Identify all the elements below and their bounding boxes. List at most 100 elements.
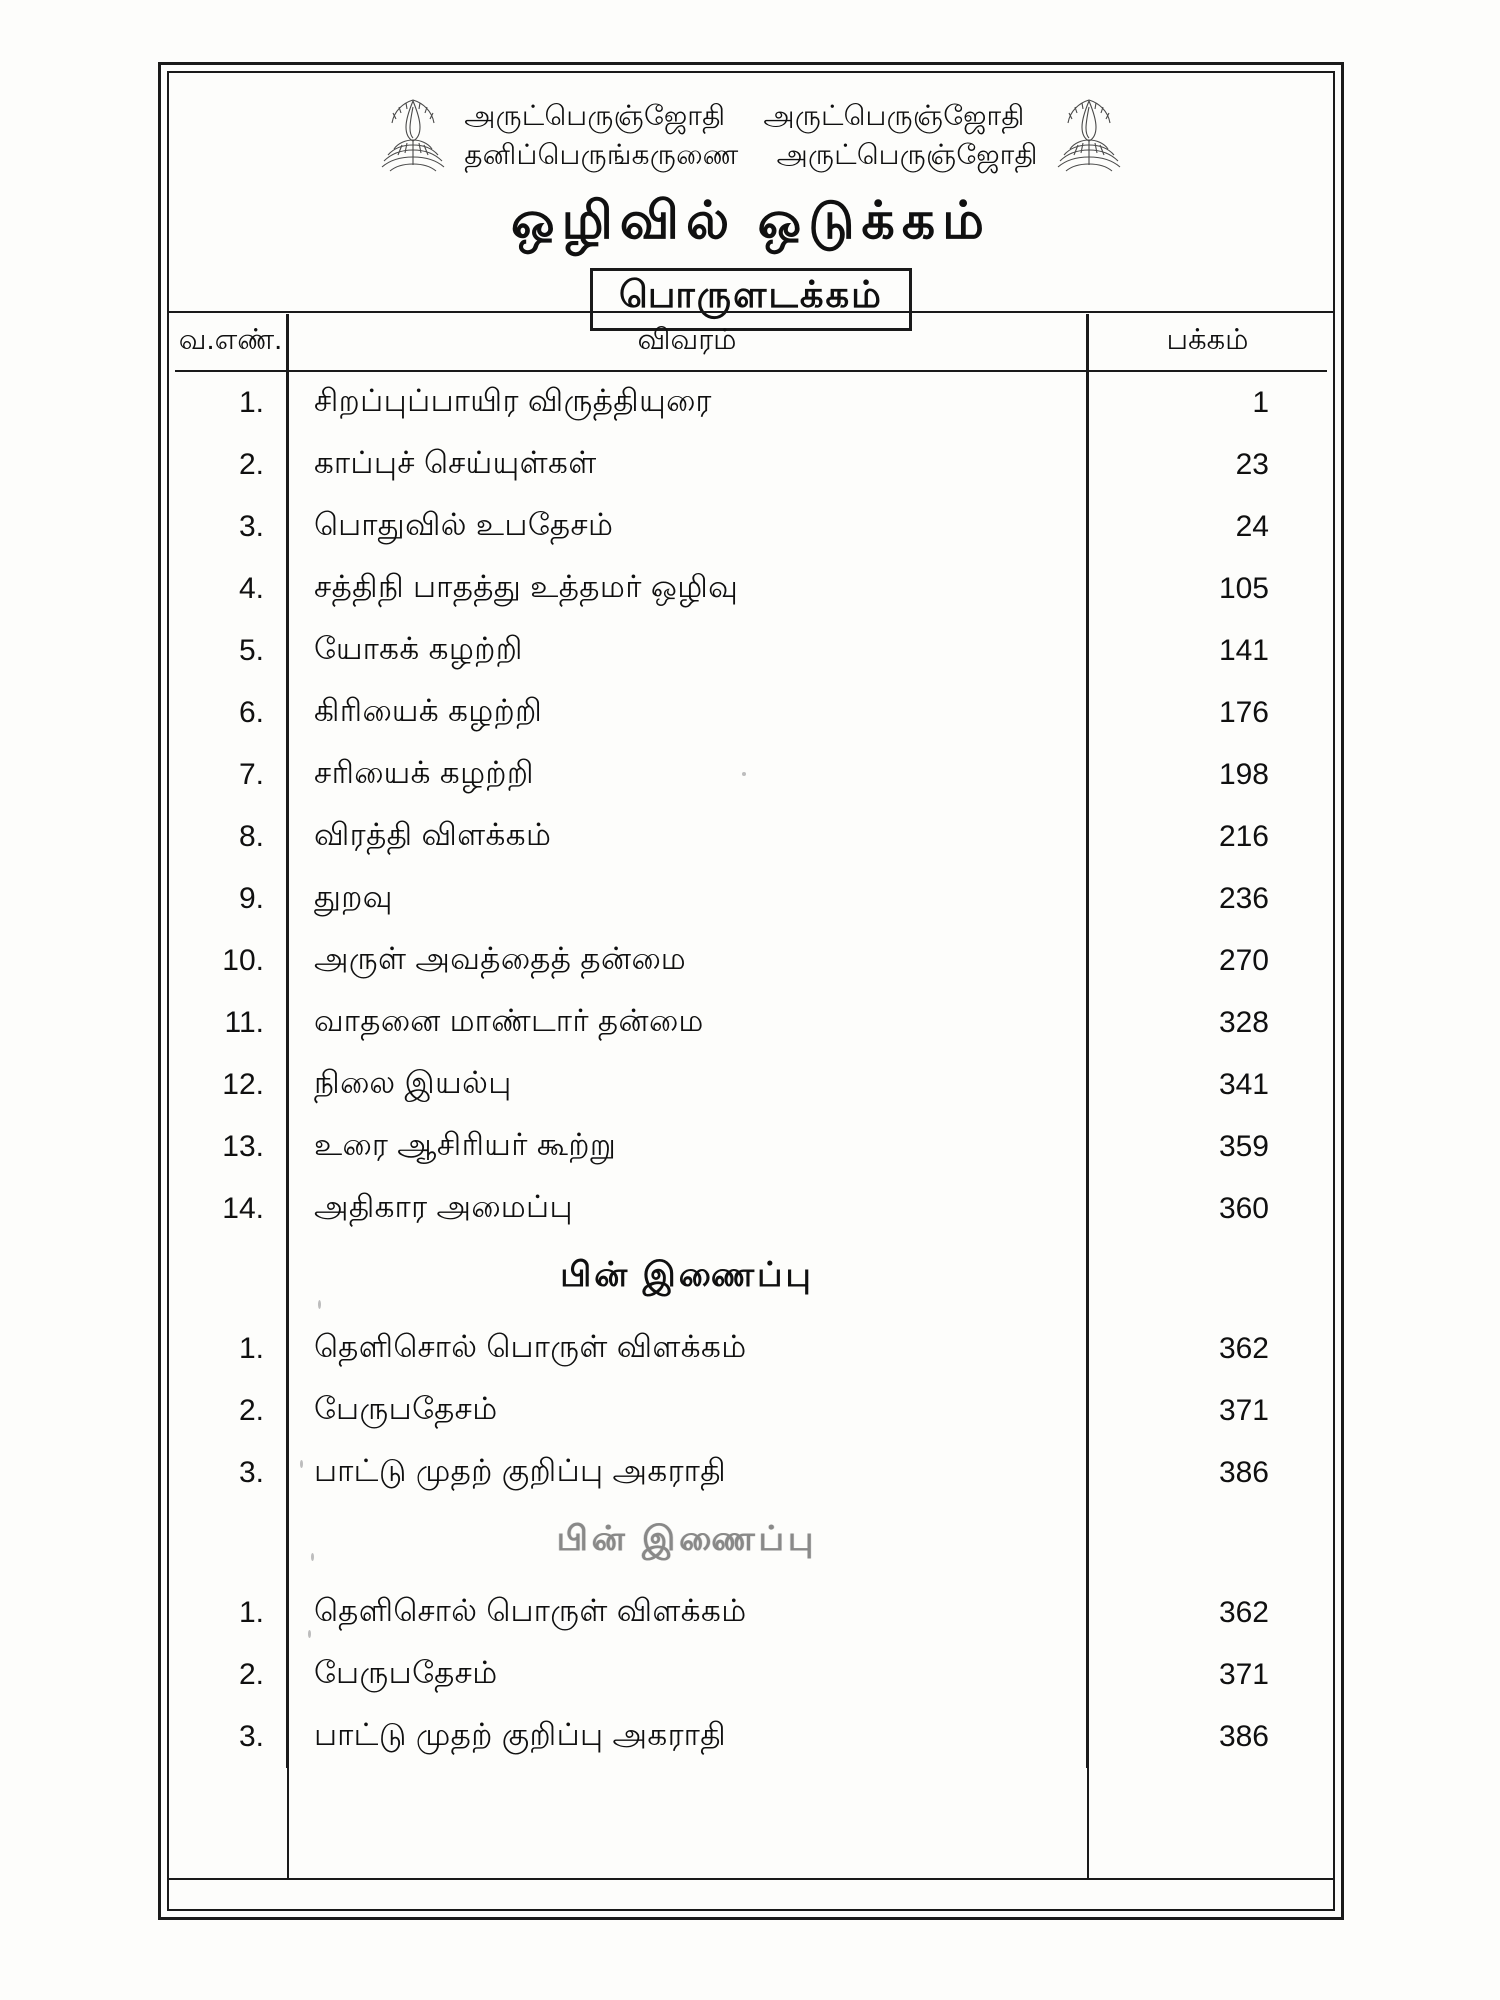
row-description: பாட்டு முதற் குறிப்பு அகராதி xyxy=(287,1442,1088,1504)
row-page-number: 236 xyxy=(1218,882,1269,915)
scan-artifact xyxy=(300,1460,303,1468)
invocation-row: அருட்பெருஞ்ஜோதி அருட்பெருஞ்ஜோதி தனிப்பெர… xyxy=(175,79,1327,179)
column-header-page: பக்கம் xyxy=(1087,314,1327,372)
table-row[interactable]: 11. வாதனை மாண்டார் தன்மை 328 xyxy=(175,992,1327,1054)
scan-artifact xyxy=(308,1630,311,1638)
section-heading-label: பின் இணைப்பு xyxy=(287,1240,1088,1318)
table-row[interactable]: 4. சத்திநி பாதத்து உத்தமர் ஒழிவு 105 xyxy=(175,558,1327,620)
section-heading-spacer-left xyxy=(175,1504,288,1582)
row-page-number: 362 xyxy=(1218,1596,1269,1629)
row-number: 3. xyxy=(175,1706,288,1768)
row-description: பேருபதேசம் xyxy=(287,1644,1088,1706)
row-page-number: 1 xyxy=(1252,386,1269,419)
row-page-number: 24 xyxy=(1235,510,1269,543)
row-number: 6. xyxy=(175,682,288,744)
section-heading-spacer-left xyxy=(175,1240,288,1318)
row-page-number: 371 xyxy=(1218,1394,1269,1427)
row-description: தெளிசொல் பொருள் விளக்கம் xyxy=(287,1582,1088,1644)
table-row[interactable]: 1. தெளிசொல் பொருள் விளக்கம் 362 xyxy=(175,1318,1327,1380)
row-description: கிரியைக் கழற்றி xyxy=(287,682,1088,744)
row-description: காப்புச் செய்யுள்கள் xyxy=(287,434,1088,496)
row-number: 11. xyxy=(175,992,288,1054)
section-heading-label: பின் இணைப்பு xyxy=(287,1504,1088,1582)
row-description: பாட்டு முதற் குறிப்பு அகராதி xyxy=(287,1706,1088,1768)
row-number: 13. xyxy=(175,1116,288,1178)
row-number: 3. xyxy=(175,1442,288,1504)
masthead-divider xyxy=(167,311,1335,313)
row-number: 12. xyxy=(175,1054,288,1116)
row-description: யோகக் கழற்றி xyxy=(287,620,1088,682)
row-number: 8. xyxy=(175,806,288,868)
row-description: பொதுவில் உபதேசம் xyxy=(287,496,1088,558)
table-row[interactable]: 9. துறவு 236 xyxy=(175,868,1327,930)
row-description: அதிகார அமைப்பு xyxy=(287,1178,1088,1240)
row-page-number: 328 xyxy=(1218,1006,1269,1039)
invocation-line2-left: தனிப்பெருங்கருணை xyxy=(464,139,739,170)
invocation-line1-left: அருட்பெருஞ்ஜோதி xyxy=(464,100,726,132)
table-row[interactable]: 3. பாட்டு முதற் குறிப்பு அகராதி 386 xyxy=(175,1442,1327,1504)
row-number: 1. xyxy=(175,1582,288,1644)
table-row[interactable]: 10. அருள் அவத்தைத் தன்மை 270 xyxy=(175,930,1327,992)
page-border-inner xyxy=(167,71,1335,1911)
table-row[interactable]: 3. பொதுவில் உபதேசம் 24 xyxy=(175,496,1327,558)
table-row[interactable]: 1. சிறப்புப்பாயிர விருத்தியுரை 1 xyxy=(175,371,1327,434)
invocation-line2-right: அருட்பெருஞ்ஜோதி xyxy=(776,139,1038,170)
masthead: அருட்பெருஞ்ஜோதி அருட்பெருஞ்ஜோதி தனிப்பெர… xyxy=(175,79,1327,331)
row-description: தெளிசொல் பொருள் விளக்கம் xyxy=(287,1318,1088,1380)
row-number: 9. xyxy=(175,868,288,930)
row-number: 1. xyxy=(175,371,288,434)
row-description: சிறப்புப்பாயிர விருத்தியுரை xyxy=(287,371,1088,434)
row-page-number: 198 xyxy=(1218,758,1269,791)
row-description: அருள் அவத்தைத் தன்மை xyxy=(287,930,1088,992)
section-heading-row: பின் இணைப்பு xyxy=(175,1504,1327,1582)
row-page-number: 386 xyxy=(1218,1720,1269,1753)
row-number: 5. xyxy=(175,620,288,682)
row-page-number: 23 xyxy=(1235,448,1269,481)
table-row[interactable]: 12. நிலை இயல்பு 341 xyxy=(175,1054,1327,1116)
row-description: வாதனை மாண்டார் தன்மை xyxy=(287,992,1088,1054)
page-border-outer xyxy=(158,62,1344,1920)
table-row[interactable]: 2. காப்புச் செய்யுள்கள் 23 xyxy=(175,434,1327,496)
row-number: 7. xyxy=(175,744,288,806)
row-description: துறவு xyxy=(287,868,1088,930)
row-page-number: 386 xyxy=(1218,1456,1269,1489)
oil-lamp-icon xyxy=(1057,99,1121,172)
row-page-number: 216 xyxy=(1218,820,1269,853)
table-row[interactable]: 3. பாட்டு முதற் குறிப்பு அகராதி 386 xyxy=(175,1706,1327,1768)
invocation-text: அருட்பெருஞ்ஜோதி அருட்பெருஞ்ஜோதி தனிப்பெர… xyxy=(464,98,1038,174)
table-row[interactable]: 2. பேருபதேசம் 371 xyxy=(175,1380,1327,1442)
row-number: 1. xyxy=(175,1318,288,1380)
section-heading-row: பின் இணைப்பு xyxy=(175,1240,1327,1318)
row-description: சத்திநி பாதத்து உத்தமர் ஒழிவு xyxy=(287,558,1088,620)
table-row[interactable]: 1. தெளிசொல் பொருள் விளக்கம் 362 xyxy=(175,1582,1327,1644)
table-row[interactable]: 7. சரியைக் கழற்றி 198 xyxy=(175,744,1327,806)
table-row[interactable]: 2. பேருபதேசம் 371 xyxy=(175,1644,1327,1706)
row-description: நிலை இயல்பு xyxy=(287,1054,1088,1116)
row-description: உரை ஆசிரியர் கூற்று xyxy=(287,1116,1088,1178)
row-description: பேருபதேசம் xyxy=(287,1380,1088,1442)
row-description: விரத்தி விளக்கம் xyxy=(287,806,1088,868)
table-row[interactable]: 6. கிரியைக் கழற்றி 176 xyxy=(175,682,1327,744)
row-page-number: 176 xyxy=(1218,696,1269,729)
table-row[interactable]: 5. யோகக் கழற்றி 141 xyxy=(175,620,1327,682)
oil-lamp-icon xyxy=(381,99,445,172)
table-row[interactable]: 8. விரத்தி விளக்கம் 216 xyxy=(175,806,1327,868)
table-bottom-rule xyxy=(167,1878,1335,1880)
table-row[interactable]: 14. அதிகார அமைப்பு 360 xyxy=(175,1178,1327,1240)
table-of-contents: வ.எண். விவரம் பக்கம் 1. சிறப்புப்பாயிர வி… xyxy=(175,314,1327,1768)
row-number: 3. xyxy=(175,496,288,558)
scan-artifact xyxy=(318,1300,321,1309)
row-number: 14. xyxy=(175,1178,288,1240)
row-number: 4. xyxy=(175,558,288,620)
section-heading-spacer-right xyxy=(1087,1504,1327,1582)
row-page-number: 371 xyxy=(1218,1658,1269,1691)
row-page-number: 270 xyxy=(1218,944,1269,977)
invocation-line1-right: அருட்பெருஞ்ஜோதி xyxy=(763,100,1025,132)
row-number: 2. xyxy=(175,434,288,496)
column-header-description: விவரம் xyxy=(287,314,1088,372)
table-row[interactable]: 13. உரை ஆசிரியர் கூற்று 359 xyxy=(175,1116,1327,1178)
row-page-number: 141 xyxy=(1218,634,1269,667)
table-body: 1. சிறப்புப்பாயிர விருத்தியுரை 1 2. காப்புச்… xyxy=(175,371,1327,1768)
scan-artifact xyxy=(311,1553,314,1561)
table-header-row: வ.எண். விவரம் பக்கம் xyxy=(175,314,1327,372)
